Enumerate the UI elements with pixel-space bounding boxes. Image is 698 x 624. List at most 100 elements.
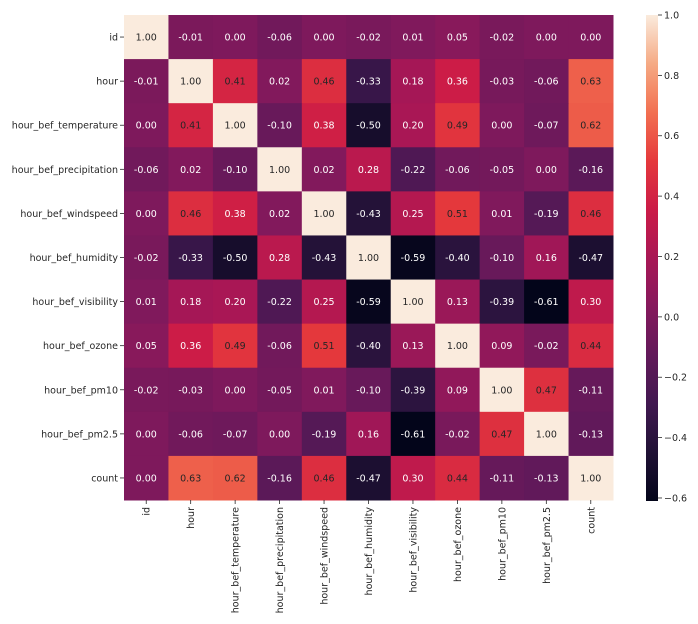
cell-value-1-2: 0.41 [225,77,246,88]
cell-value-0-8: -0.02 [490,33,515,44]
cell-value-4-6: 0.25 [402,209,423,220]
heatmap-cell-6-6 [390,279,436,325]
heatmap-cell-6-1 [168,279,214,325]
heatmap-cell-4-5 [346,191,392,236]
col-label-3: hour_bef_precipitation [275,507,286,613]
heatmap-cell-0-10 [568,15,614,60]
cell-value-4-7: 0.51 [447,209,468,220]
heatmap-cell-0-1 [168,15,214,60]
cell-value-5-0: -0.02 [134,253,159,264]
cell-value-4-0: 0.00 [136,209,157,220]
heatmap-cell-2-0 [124,103,169,148]
heatmap-cell-0-0 [124,15,169,60]
cell-value-0-3: -0.06 [267,33,292,44]
cell-value-0-6: 0.01 [402,33,423,44]
heatmap-cell-7-9 [524,323,570,369]
cell-value-3-0: -0.06 [134,165,159,176]
heatmap-cell-3-1 [168,147,214,192]
cell-value-10-3: -0.16 [267,473,292,484]
heatmap-cell-1-4 [301,59,347,104]
cell-value-8-5: -0.10 [356,385,381,396]
heatmap-cell-0-3 [257,15,303,60]
cell-value-7-5: -0.40 [356,341,381,352]
heatmap-cell-3-0 [124,147,169,192]
column-labels: id hour hour_bef_temperature hour_bef_preci… [142,500,597,613]
colorbar-tick-label-7: −0.4 [664,433,687,444]
heatmap-cell-7-3 [257,323,303,369]
heatmap-cell-10-1 [168,455,214,501]
cell-value-0-4: 0.00 [313,33,334,44]
cell-value-6-7: 0.13 [447,297,468,308]
cell-value-6-8: -0.39 [490,297,515,308]
cell-value-8-4: 0.01 [313,385,334,396]
cell-value-5-2: -0.50 [223,253,248,264]
heatmap-cell-10-3 [257,455,303,501]
colorbar-tick-label-3: 0.4 [664,192,679,203]
cell-value-5-4: -0.43 [312,253,337,264]
row-label-7: hour_bef_ozone [43,341,118,352]
heatmap-cell-9-8 [479,411,525,457]
heatmap-cell-1-2 [212,59,258,104]
cell-value-7-3: -0.06 [267,341,292,352]
heatmap-cell-0-8 [479,15,525,60]
cell-value-8-9: 0.47 [536,385,557,396]
cell-value-9-5: 0.16 [358,429,379,440]
cell-value-3-1: 0.02 [180,165,201,176]
cell-value-2-9: -0.07 [534,121,559,132]
cell-value-9-8: 0.47 [491,429,512,440]
cell-value-9-10: -0.13 [578,429,603,440]
cell-value-9-6: -0.61 [401,429,426,440]
cell-value-7-4: 0.51 [313,341,334,352]
cell-value-5-5: 1.00 [358,253,379,264]
heatmap-cell-5-9 [524,235,570,281]
cell-value-3-5: 0.28 [358,165,379,176]
heatmap-cell-3-9 [524,147,570,192]
heatmap-cell-8-10 [568,367,614,413]
heatmap-cell-7-6 [390,323,436,369]
cell-value-6-10: 0.30 [580,297,601,308]
colorbar-tick-label-5: 0.0 [664,312,679,323]
cell-value-3-6: -0.22 [401,165,426,176]
heatmap-cell-6-9 [524,279,570,325]
colorbar-tick-label-6: −0.2 [664,373,687,384]
heatmap-cell-3-3 [257,147,303,192]
heatmap-cell-4-4 [301,191,347,236]
cell-value-1-5: -0.33 [356,77,381,88]
cell-value-0-0: 1.00 [136,33,157,44]
col-label-6: hour_bef_visibility [408,507,419,593]
heatmap-cell-1-10 [568,59,614,104]
cell-value-10-1: 0.63 [180,473,201,484]
cell-value-8-7: 0.09 [447,385,468,396]
cell-value-4-10: 0.46 [580,209,601,220]
cell-value-4-5: -0.43 [356,209,381,220]
heatmap-cell-10-0 [124,455,169,501]
cell-value-10-6: 0.30 [402,473,423,484]
heatmap-cell-8-8 [479,367,525,413]
row-label-1: hour [96,77,118,88]
heatmap-cell-0-6 [390,15,436,60]
cell-value-1-10: 0.63 [580,77,601,88]
heatmap-cell-7-0 [124,323,169,369]
heatmap-cell-8-7 [435,367,481,413]
cell-value-8-0: -0.02 [134,385,159,396]
cell-value-4-2: 0.38 [225,209,246,220]
heatmap-cell-2-5 [346,103,392,148]
cell-value-1-4: 0.46 [313,77,334,88]
heatmap-cell-9-3 [257,411,303,457]
row-label-5: hour_bef_humidity [30,253,119,264]
heatmap-cell-3-4 [301,147,347,192]
heatmap-cell-7-4 [301,323,347,369]
heatmap-cell-3-6 [390,147,436,192]
heatmap-cell-4-1 [168,191,214,236]
heatmap-cell-4-2 [212,191,258,236]
heatmap-cell-1-0 [124,59,169,104]
heatmap-cell-0-5 [346,15,392,60]
cell-value-9-4: -0.19 [312,429,337,440]
cell-value-9-0: 0.00 [136,429,157,440]
colorbar-tick-label-1: 0.8 [664,71,679,82]
cell-value-8-1: -0.03 [178,385,203,396]
heatmap-cell-1-7 [435,59,481,104]
heatmap-cell-10-7 [435,455,481,501]
heatmap-cells [124,15,614,501]
